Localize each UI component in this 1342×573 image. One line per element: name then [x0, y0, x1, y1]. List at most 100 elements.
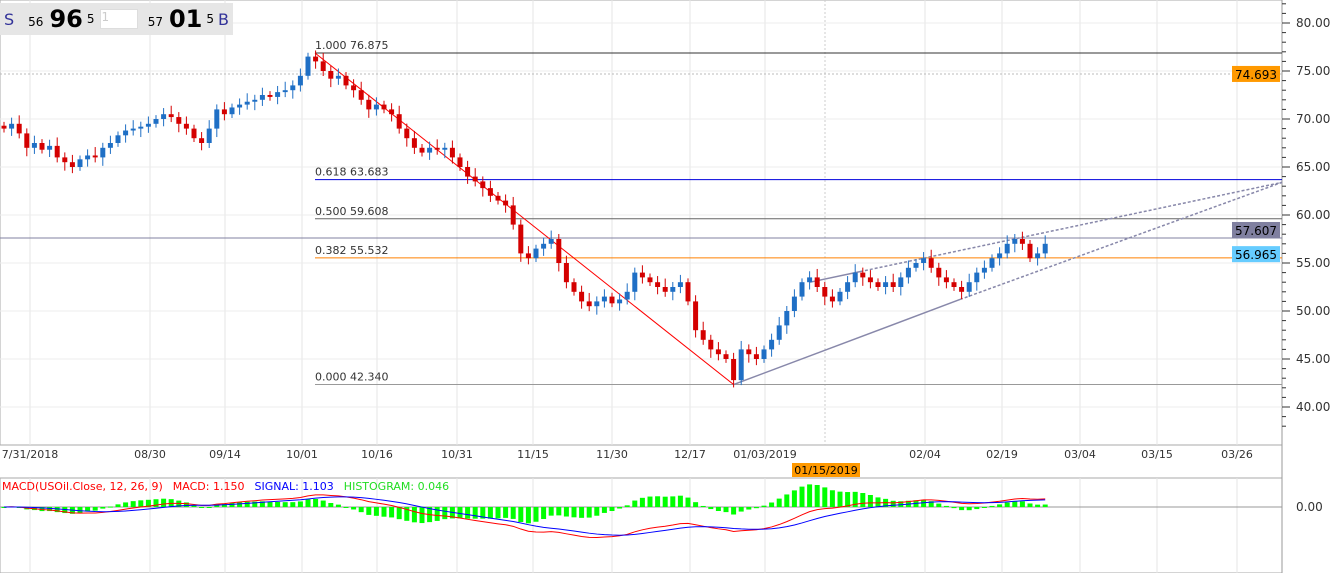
fib-level-label: 0.000 42.340 — [315, 371, 388, 384]
candle-body — [579, 291, 585, 302]
histogram-bar — [328, 502, 334, 507]
histogram-bar — [959, 507, 965, 511]
histogram-bar — [807, 484, 813, 507]
candle-body — [487, 188, 493, 196]
histogram-bar — [100, 507, 106, 509]
candle-body — [290, 85, 296, 91]
buy-price-big[interactable]: 01 — [168, 5, 203, 33]
histogram-bar — [297, 501, 303, 507]
candle-body — [700, 330, 706, 340]
histogram-bar — [533, 507, 539, 522]
macd-legend-histogram: HISTOGRAM: 0.046 — [344, 480, 449, 493]
x-tick-label: 02/19 — [986, 448, 1018, 461]
histogram-bar — [237, 502, 243, 507]
x-tick-label: 12/17 — [674, 448, 706, 461]
histogram-bar — [221, 503, 227, 507]
histogram-bar — [161, 498, 167, 507]
histogram-bar — [693, 502, 699, 507]
candle-body — [639, 272, 645, 278]
price-marker — [1232, 221, 1280, 238]
candle-body — [214, 109, 220, 129]
histogram-bar — [700, 505, 706, 507]
candle-body — [518, 224, 524, 254]
candle-body — [571, 282, 577, 292]
histogram-bar — [320, 500, 326, 507]
candle-body — [16, 123, 22, 134]
sell-price-sup: 5 — [86, 12, 95, 26]
candle-body — [480, 181, 486, 189]
histogram-bar — [191, 504, 197, 507]
histogram-bar — [662, 496, 668, 507]
candle-body — [670, 287, 676, 292]
histogram-bar — [77, 507, 83, 513]
candle-body — [92, 155, 98, 158]
histogram-bar — [1035, 504, 1041, 507]
candle-body — [69, 162, 75, 167]
fib-level-label: 1.000 76.875 — [315, 39, 388, 52]
buy-button[interactable]: B — [218, 9, 229, 29]
candle-body — [814, 277, 820, 287]
candle-body — [237, 104, 243, 108]
candle-body — [966, 282, 972, 292]
candle-body — [867, 277, 873, 283]
histogram-bar — [206, 507, 212, 508]
candle-body — [404, 128, 410, 139]
candle-body — [259, 95, 265, 100]
quantity-input[interactable]: 1 — [100, 9, 138, 29]
candle-body — [799, 282, 805, 297]
histogram-bar — [389, 507, 395, 518]
candle-body — [267, 95, 273, 97]
candle-body — [221, 109, 227, 115]
histogram-bar — [860, 493, 866, 507]
histogram-bar — [404, 507, 410, 521]
y-tick-label: 70.00 — [1296, 112, 1330, 126]
histogram-bar — [845, 492, 851, 507]
price-marker-label: 57.607 — [1235, 224, 1277, 238]
histogram-bar — [586, 507, 592, 518]
histogram-bar — [358, 507, 364, 513]
candle-body — [541, 243, 547, 249]
histogram-bar — [183, 502, 189, 507]
histogram-bar — [229, 502, 235, 507]
candle-body — [77, 159, 83, 167]
candle-body — [313, 56, 319, 62]
histogram-bar — [62, 507, 68, 514]
candle-body — [632, 272, 638, 292]
histogram-bar — [1012, 501, 1018, 507]
x-tick-label: 10/16 — [361, 448, 393, 461]
candle-body — [784, 311, 790, 326]
candle-body — [563, 263, 569, 283]
candle-body — [328, 71, 334, 79]
histogram-bar — [503, 507, 509, 518]
candle-body — [427, 147, 433, 153]
histogram-bar — [715, 507, 721, 512]
candle-body — [320, 61, 326, 71]
histogram-bar — [145, 499, 151, 507]
sell-button[interactable]: S — [4, 9, 15, 29]
candle-body — [465, 167, 471, 177]
histogram-bar — [928, 501, 934, 507]
candle-body — [335, 75, 341, 79]
histogram-bar — [541, 507, 547, 520]
x-tick-label: 7/31/2018 — [2, 448, 58, 461]
histogram-bar — [556, 507, 562, 516]
histogram-bar — [472, 507, 478, 519]
sell-price-big[interactable]: 96 — [49, 5, 83, 33]
histogram-bar — [943, 505, 949, 507]
candle-body — [715, 349, 721, 355]
candle-body — [351, 85, 357, 91]
histogram-bar — [525, 507, 531, 524]
candle-body — [981, 267, 987, 273]
histogram-bar — [563, 507, 569, 517]
candle-body — [39, 143, 45, 150]
candle-body — [358, 90, 364, 100]
candle-body — [419, 147, 425, 153]
candle-body — [1, 125, 7, 129]
histogram-bar — [510, 507, 516, 519]
candle-body — [183, 123, 189, 129]
candle-body — [47, 145, 53, 150]
histogram-bar — [252, 501, 258, 507]
histogram-bar — [799, 486, 805, 507]
histogram-bar — [123, 502, 129, 507]
